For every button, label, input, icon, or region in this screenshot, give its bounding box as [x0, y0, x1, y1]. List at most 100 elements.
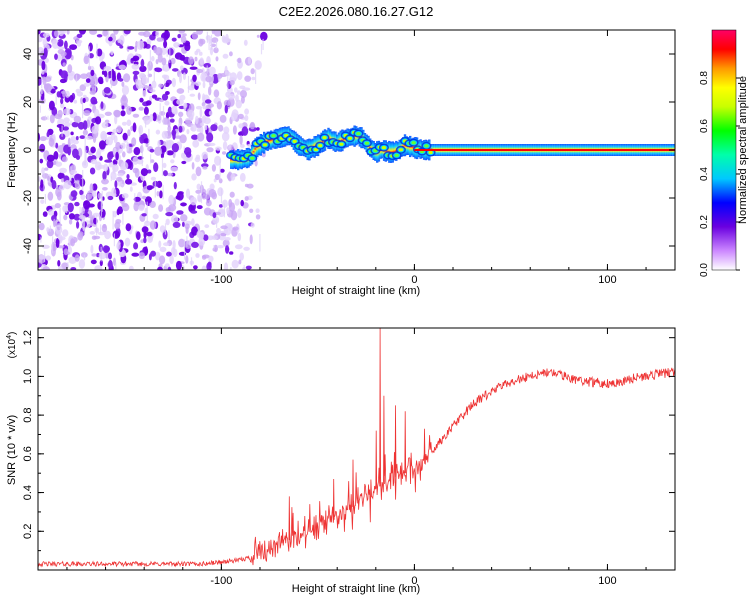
noise-speckle — [228, 198, 233, 208]
noise-speckle — [244, 196, 249, 201]
noise-speckle — [216, 245, 224, 249]
noise-streak — [150, 154, 152, 164]
noise-speckle — [153, 162, 159, 173]
noise-speckle — [100, 101, 104, 109]
noise-speckle — [218, 124, 224, 132]
noise-speckle — [228, 144, 232, 151]
noise-speckle — [155, 67, 163, 73]
noise-speckle — [162, 63, 171, 72]
noise-speckle — [168, 204, 177, 212]
noise-speckle — [167, 48, 174, 56]
signal-blob-peak — [356, 132, 361, 136]
signal-blob-peak — [381, 146, 387, 150]
noise-speckle — [54, 30, 59, 38]
noise-speckle — [58, 184, 65, 191]
noise-speckle — [151, 80, 157, 89]
noise-speckle — [153, 46, 157, 54]
noise-speckle — [203, 234, 209, 241]
noise-speckle — [171, 105, 178, 115]
noise-speckle — [176, 191, 184, 201]
snr-frame — [37, 327, 676, 571]
noise-speckle — [162, 162, 167, 168]
noise-speckle — [145, 142, 149, 148]
noise-speckle — [146, 185, 153, 191]
noise-streak — [112, 210, 114, 230]
noise-speckle — [178, 30, 186, 34]
noise-speckle — [237, 113, 244, 119]
noise-speckle — [108, 259, 113, 269]
noise-speckle — [184, 119, 192, 126]
snr-panel: -100 0 100 0.2 0.4 0.6 0.8 1.0 1.2 Height of st… — [6, 327, 676, 595]
noise-speckle — [126, 174, 130, 180]
noise-speckle — [90, 69, 95, 77]
signal-band-column — [369, 138, 372, 157]
noise-speckle — [206, 132, 214, 143]
noise-speckle — [90, 244, 94, 254]
noise-speckle — [238, 259, 242, 265]
noise-speckle — [197, 92, 201, 101]
noise-speckle — [89, 183, 94, 193]
noise-streak — [100, 224, 102, 234]
noise-speckle — [102, 224, 107, 229]
noise-speckle — [140, 58, 145, 68]
noise-streak — [113, 233, 115, 247]
noise-speckle — [115, 141, 121, 150]
noise-speckle — [57, 54, 62, 62]
noise-speckle — [222, 151, 227, 155]
noise-speckle — [131, 252, 140, 257]
noise-speckle — [126, 105, 132, 115]
noise-speckle — [56, 124, 65, 128]
noise-streak — [52, 236, 54, 254]
noise-speckle — [172, 240, 176, 250]
noise-speckle — [241, 126, 249, 136]
noise-speckle — [138, 106, 144, 111]
noise-speckle — [155, 129, 161, 135]
noise-speckle — [216, 101, 222, 110]
noise-speckle — [94, 108, 100, 119]
noise-speckle — [195, 48, 201, 53]
y-tick-label: 1.2 — [22, 330, 34, 345]
noise-speckle — [186, 129, 190, 135]
noise-speckle — [61, 178, 65, 183]
noise-speckle — [191, 162, 195, 170]
noise-speckle — [46, 227, 50, 233]
noise-speckle — [126, 141, 130, 152]
noise-speckle — [40, 199, 45, 205]
x-tick-label: 100 — [598, 274, 616, 286]
noise-speckle — [234, 198, 240, 206]
noise-speckle — [76, 221, 80, 229]
noise-speckle — [176, 210, 184, 215]
noise-speckle — [48, 137, 55, 147]
noise-speckle — [44, 83, 52, 93]
noise-speckle — [112, 210, 117, 218]
noise-speckle — [204, 99, 212, 104]
noise-speckle — [208, 110, 213, 116]
noise-speckle — [103, 87, 111, 94]
noise-speckle — [101, 70, 105, 75]
noise-speckle — [91, 253, 97, 257]
noise-speckle — [172, 221, 181, 228]
noise-speckle — [54, 203, 61, 209]
noise-speckle — [120, 142, 126, 149]
noise-speckle — [158, 240, 162, 248]
noise-streak — [164, 223, 167, 235]
noise-speckle — [214, 155, 222, 166]
noise-speckle — [177, 34, 181, 39]
snr-scale-exponent: 4 — [6, 335, 13, 339]
noise-speckle — [179, 54, 186, 61]
noise-speckle — [69, 44, 78, 50]
noise-speckle — [132, 70, 140, 75]
noise-speckle — [139, 97, 144, 103]
noise-speckle — [229, 51, 233, 57]
noise-speckle — [205, 199, 212, 207]
noise-streak — [59, 207, 61, 230]
y-tick-label: 0.4 — [22, 485, 34, 500]
noise-streak — [164, 77, 166, 90]
noise-speckle — [143, 138, 150, 144]
noise-streak — [149, 50, 151, 66]
figure-title: C2E2.2026.080.16.27.G12 — [279, 4, 434, 19]
noise-speckle — [237, 208, 242, 218]
noise-speckle — [234, 87, 238, 93]
noise-speckle — [171, 37, 177, 42]
noise-speckle — [100, 133, 107, 141]
